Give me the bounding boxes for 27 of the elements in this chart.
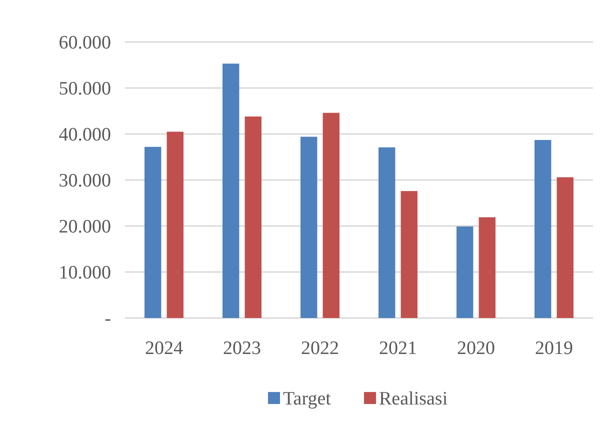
y-tick-label: 20.000 — [58, 216, 111, 238]
y-tick-label: 30.000 — [58, 170, 111, 192]
bar — [244, 116, 262, 318]
bar — [456, 226, 474, 318]
legend-label: Realisasi — [379, 388, 448, 410]
bar — [300, 136, 318, 318]
x-tick-label: 2020 — [457, 338, 495, 359]
bar — [400, 191, 418, 318]
x-tick-label: 2023 — [223, 338, 261, 359]
bar — [534, 140, 552, 318]
x-tick-label: 2019 — [535, 338, 573, 359]
y-tick-label: 50.000 — [58, 78, 111, 100]
y-tick-label: 10.000 — [58, 262, 111, 284]
bar — [478, 217, 496, 318]
bar — [378, 147, 396, 318]
y-tick-label: - — [104, 308, 111, 330]
y-tick-label: 40.000 — [58, 124, 111, 146]
bar — [222, 64, 240, 318]
y-tick-label: 60.000 — [58, 32, 111, 54]
x-tick-label: 2022 — [301, 338, 339, 359]
bar — [144, 146, 162, 318]
x-tick-label: 2021 — [379, 338, 417, 359]
legend-label: Target — [283, 388, 332, 410]
bar — [556, 177, 574, 318]
bar — [166, 132, 184, 318]
bar — [322, 112, 340, 318]
x-tick-label: 2024 — [145, 338, 184, 359]
